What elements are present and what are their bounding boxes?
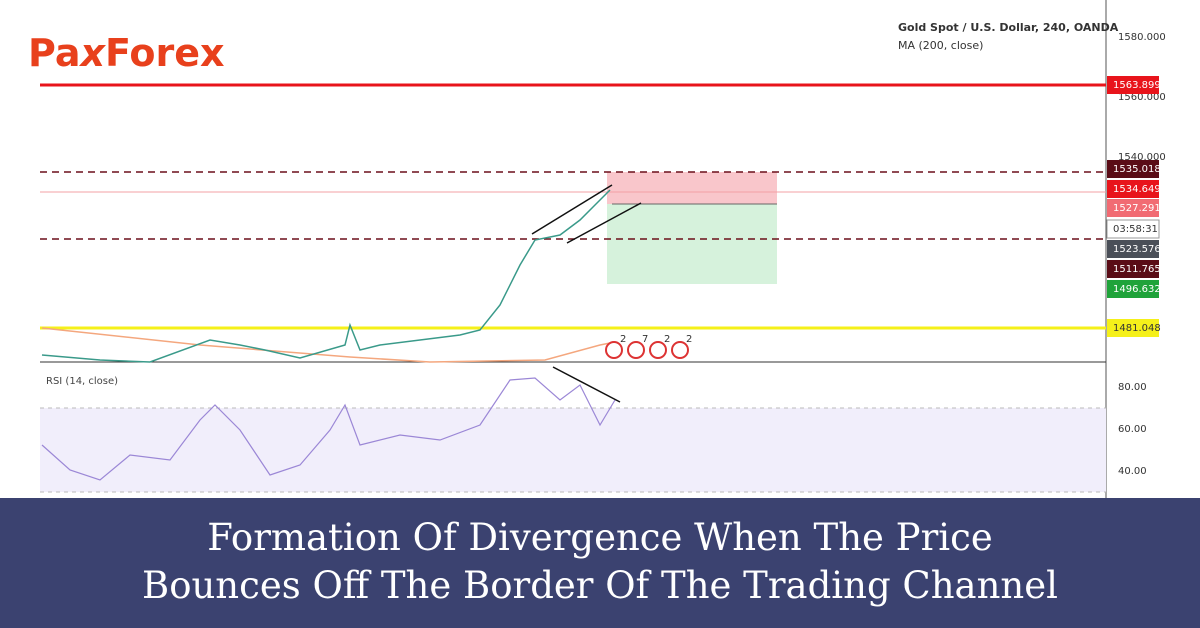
price-label: 1534.649 (1113, 184, 1161, 195)
divergence-line (552, 366, 621, 403)
price-tick: 1580.000 (1118, 32, 1166, 43)
price-tick: 1560.000 (1118, 92, 1166, 103)
caption-line: Formation Of Divergence When The Price (207, 516, 993, 559)
event-count: 2 (664, 334, 670, 345)
price-label: 03:58:31 (1113, 224, 1158, 235)
price-label-box (1107, 76, 1159, 94)
caption: Formation Of Divergence When The Price B… (0, 498, 1200, 628)
dynamic-layer: 1580.000 1560.000 1540.000 80.00 60.00 40.00 1… (605, 32, 1166, 477)
rsi-tick: 80.00 (1118, 382, 1147, 393)
event-icon (649, 341, 667, 359)
event-count: 7 (642, 334, 648, 345)
channel-line (566, 202, 642, 244)
price-label-box (1107, 280, 1159, 298)
price-label: 1535.018 (1113, 164, 1161, 175)
event-icon (627, 341, 645, 359)
caption-line: Bounces Off The Border Of The Trading Ch… (142, 564, 1058, 607)
price-label: 1527.291 (1113, 203, 1161, 214)
price-label-box (1107, 319, 1159, 337)
price-label: 1563.899 (1113, 80, 1161, 91)
event-count: 2 (686, 334, 692, 345)
rsi-tick: 40.00 (1118, 466, 1147, 477)
logo-part: x (78, 31, 106, 75)
price-label: 1511.765 (1113, 264, 1161, 275)
logo-part: Pa (28, 31, 80, 75)
price-label-box (1106, 219, 1160, 239)
logo: PaxForex (28, 31, 225, 75)
rsi-label: RSI (14, close) (46, 376, 118, 387)
price-label-box (1107, 160, 1159, 178)
chart-screenshot: RSI (14, close) PaxForex Gold Spot / U.S… (28, 0, 1166, 498)
rsi-band (40, 408, 1106, 492)
logo-part: Forex (105, 31, 225, 75)
price-label-box (1107, 240, 1159, 258)
price-trace (41, 189, 611, 363)
indicator: MA (200, close) (898, 39, 983, 52)
price-label-box (1107, 199, 1159, 217)
rsi-line (41, 377, 616, 481)
event-count: 2 (620, 334, 626, 345)
price-tick: 1540.000 (1118, 152, 1166, 163)
event-icon (605, 341, 623, 359)
target-zone (607, 204, 777, 284)
price-label-box (1107, 260, 1159, 278)
price-label: 1496.632 (1113, 284, 1161, 295)
rsi-tick: 60.00 (1118, 424, 1147, 435)
price-label: 1481.048 (1113, 323, 1161, 334)
stop-zone (607, 172, 777, 204)
event-icon (671, 341, 689, 359)
channel-line (531, 184, 613, 235)
price-label: 1523.576 (1113, 244, 1161, 255)
moving-average (41, 327, 616, 363)
price-label-box (1107, 180, 1159, 198)
instrument: Gold Spot / U.S. Dollar, 240, OANDA (898, 21, 1119, 34)
